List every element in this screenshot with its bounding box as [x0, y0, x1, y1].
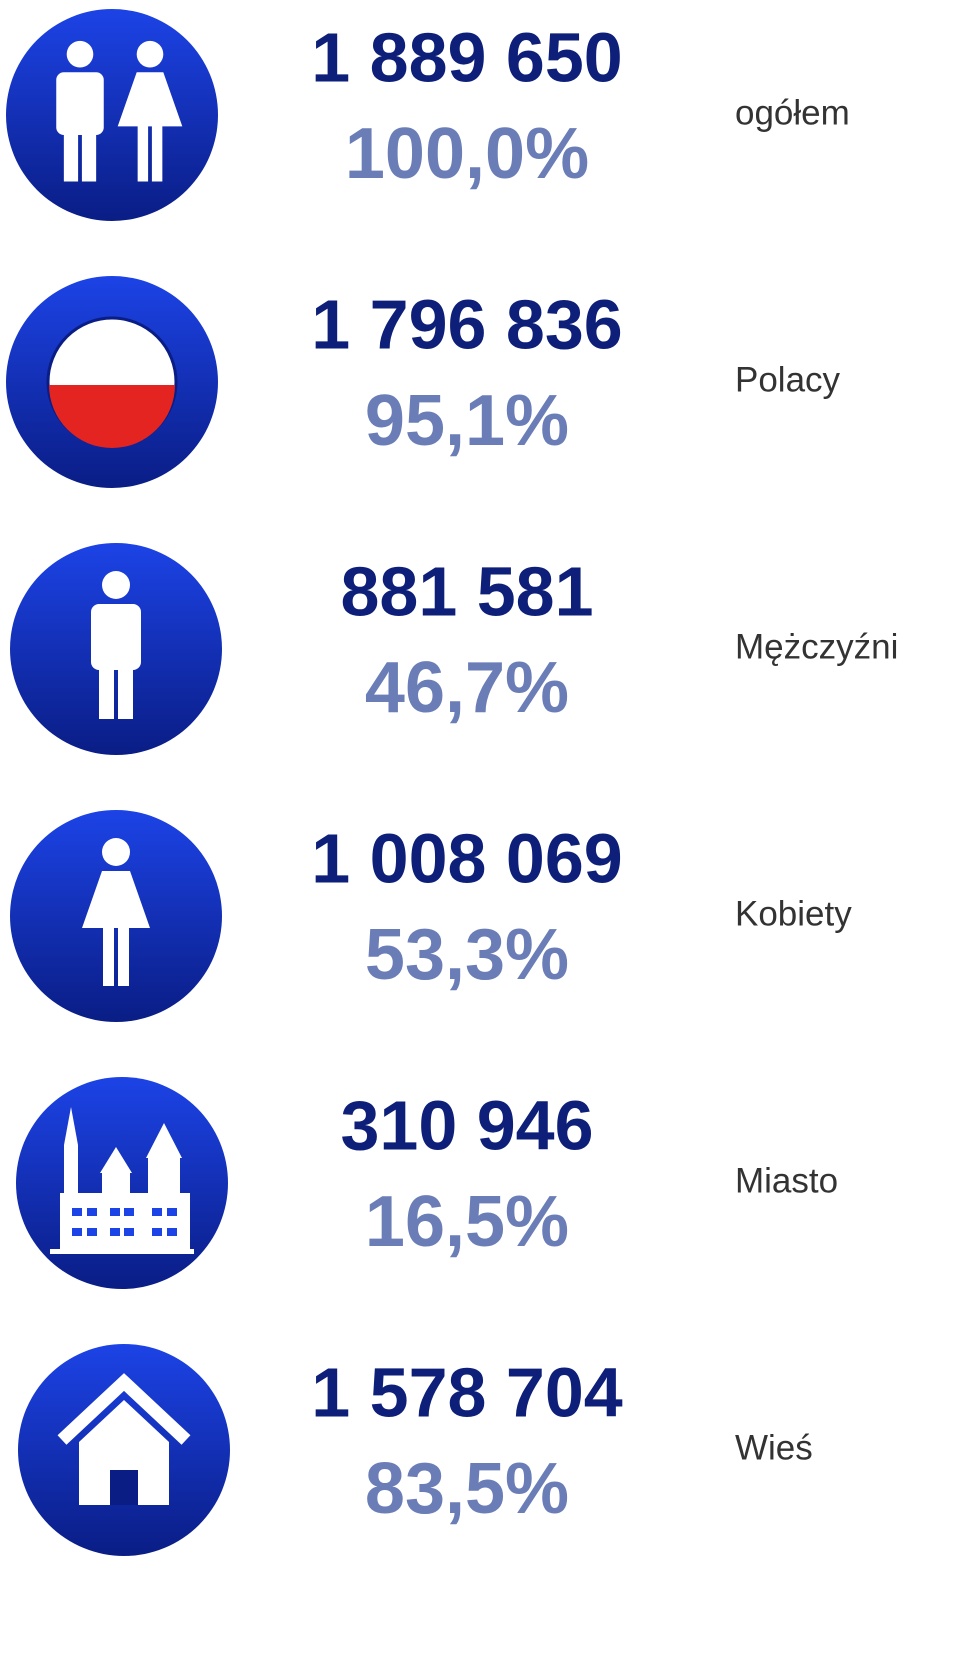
label: Polacy — [735, 360, 841, 399]
count: 1 889 650 — [311, 18, 622, 96]
label: ogółem — [735, 93, 850, 132]
icon-flag — [6, 276, 218, 488]
percent: 46,7% — [365, 648, 569, 728]
label: Wieś — [735, 1428, 813, 1467]
icon-people — [6, 9, 218, 221]
percent: 53,3% — [365, 915, 569, 995]
label: Miasto — [735, 1161, 838, 1200]
percent: 16,5% — [365, 1182, 569, 1262]
label: Kobiety — [735, 894, 852, 933]
icon-town — [16, 1077, 228, 1289]
count: 1 578 704 — [311, 1353, 622, 1431]
percent: 95,1% — [365, 381, 569, 461]
icon-man — [10, 543, 222, 755]
percent: 100,0% — [345, 114, 589, 194]
icon-house — [18, 1344, 230, 1556]
count: 881 581 — [340, 552, 593, 630]
icon-woman — [10, 810, 222, 1022]
count: 1 008 069 — [311, 819, 622, 897]
icons — [6, 9, 230, 1556]
label: Mężczyźni — [735, 627, 898, 666]
count: 1 796 836 — [311, 285, 622, 363]
percent: 83,5% — [365, 1449, 569, 1529]
count: 310 946 — [340, 1086, 593, 1164]
